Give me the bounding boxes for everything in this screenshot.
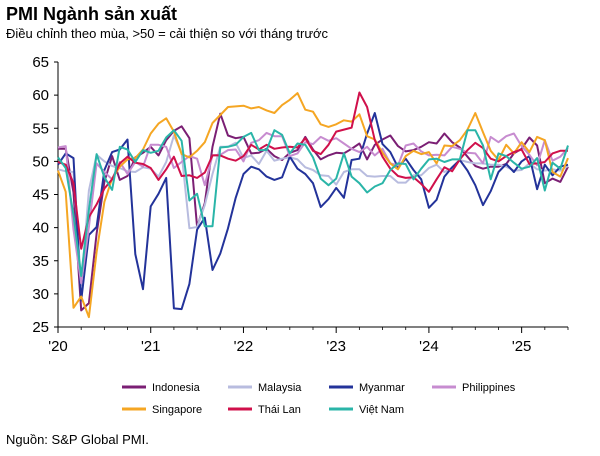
legend-label-philippines: Philippines: [462, 382, 516, 394]
legend-label-indonesia: Indonesia: [152, 382, 201, 394]
series-line-viet-nam: [57, 129, 569, 277]
legend-label-singapore: Singapore: [152, 404, 202, 416]
x-tick-label: '23: [326, 338, 346, 355]
y-tick-label: 55: [32, 120, 49, 137]
x-tick-label: '24: [419, 338, 439, 355]
series-line-singapore: [57, 92, 569, 319]
y-tick-label: 30: [32, 286, 49, 303]
y-tick-label: 45: [32, 187, 49, 204]
legend-label-malaysia: Malaysia: [258, 382, 302, 394]
legend-label-myanmar: Myanmar: [359, 382, 405, 394]
x-tick-label: '25: [512, 338, 532, 355]
source-note: Nguồn: S&P Global PMI.: [6, 432, 149, 447]
series-line-philippines: [57, 131, 569, 285]
chart-subtitle: Điều chỉnh theo mùa, >50 = cải thiện so …: [6, 26, 329, 41]
y-tick-label: 60: [32, 87, 49, 104]
y-tick-label: 25: [32, 319, 49, 336]
x-tick-label: '20: [48, 338, 68, 355]
x-tick-label: '21: [141, 338, 161, 355]
y-tick-label: 65: [32, 54, 49, 71]
y-tick-label: 35: [32, 253, 49, 270]
series-line-myanmar: [57, 112, 569, 311]
chart-title: PMI Ngành sản xuất: [6, 4, 178, 24]
x-tick-label: '22: [234, 338, 254, 355]
y-tick-label: 50: [32, 153, 49, 170]
legend-label-viet-nam: Việt Nam: [359, 404, 404, 416]
y-tick-label: 40: [32, 220, 49, 237]
legend-label-thai-lan: Thái Lan: [258, 404, 301, 416]
